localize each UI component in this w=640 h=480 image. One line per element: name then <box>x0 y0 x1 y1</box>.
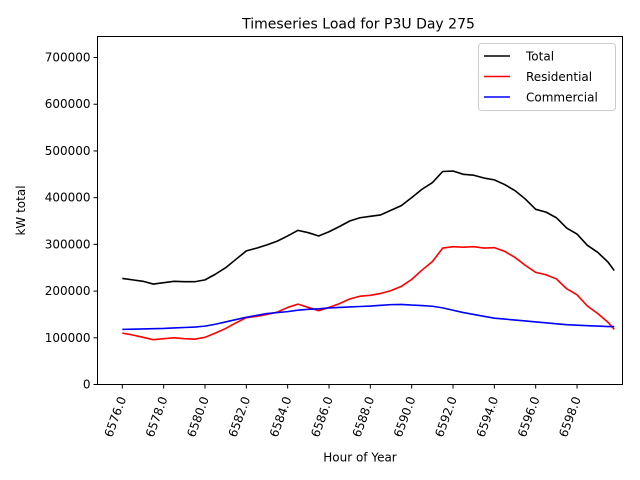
y-tick-label: 200000 <box>45 284 91 298</box>
legend-label-commercial: Commercial <box>526 91 598 105</box>
y-tick-label: 300000 <box>45 237 91 251</box>
legend-label-total: Total <box>525 50 554 64</box>
series-line-commercial <box>122 303 615 331</box>
y-tick-label: 0 <box>83 378 91 392</box>
legend-box <box>478 43 616 111</box>
y-axis-label: kW total <box>14 185 28 235</box>
chart-title: Timeseries Load for P3U Day 275 <box>241 17 475 33</box>
plot-lines <box>122 170 615 341</box>
legend: Total Residential Commercial <box>478 43 616 111</box>
y-tick-label: 700000 <box>45 51 91 65</box>
y-tick-label: 400000 <box>45 191 91 205</box>
plot-frame <box>97 36 623 385</box>
series-line-residential <box>122 245 615 341</box>
x-axis-label: Hour of Year <box>323 451 397 465</box>
y-tick-label: 100000 <box>45 331 91 345</box>
y-tick-label: 600000 <box>45 97 91 111</box>
legend-label-residential: Residential <box>526 70 592 84</box>
y-axis: 0 100000 200000 300000 400000 500000 600000 700… <box>45 51 98 392</box>
series-line-total <box>122 170 615 285</box>
y-tick-label: 500000 <box>45 144 91 158</box>
